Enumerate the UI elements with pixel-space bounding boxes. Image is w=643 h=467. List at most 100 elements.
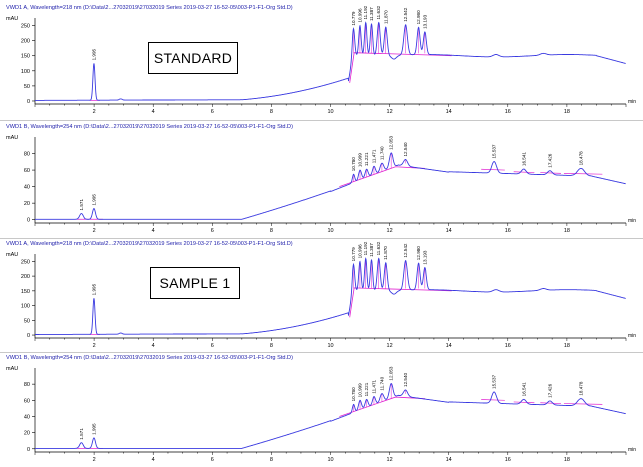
- x-tick-label: 10: [327, 228, 333, 234]
- y-tick-label: 50: [24, 84, 30, 90]
- integration-baseline: [540, 402, 562, 404]
- peak-label: 10.780: [351, 157, 356, 171]
- y-tick-label: 200: [21, 274, 30, 280]
- peak-label: 11.632: [376, 241, 381, 255]
- x-tick-label: 6: [211, 343, 214, 349]
- peak-label: 11.740: [379, 376, 384, 390]
- plot-area: mAU 0 50 100 150 200 250 2 4 6 8 10 12 14 16 18 min 1.995…: [6, 241, 636, 349]
- peak-label: 11.387: [369, 243, 374, 257]
- x-tick-label: 4: [152, 109, 155, 115]
- chromatogram-panel-2: VWD1 B, Wavelength=254 nm (D:\Data\2...2…: [2, 123, 640, 235]
- peak-label: 1.995: [91, 423, 96, 435]
- integration-baseline: [481, 168, 505, 171]
- integration-baseline: [349, 287, 452, 318]
- peak-label: 11.870: [383, 10, 388, 24]
- x-tick-label: 10: [327, 109, 333, 115]
- y-tick-label: 0: [27, 99, 30, 105]
- peak-label: 11.870: [383, 246, 388, 260]
- peak-label: 11.632: [376, 5, 381, 19]
- peak-label: 1.995: [91, 194, 96, 206]
- y-tick-label: 40: [24, 414, 30, 420]
- integration-baseline: [563, 173, 603, 175]
- chromatogram-trace: [35, 257, 626, 335]
- x-tick-label: 8: [270, 109, 273, 115]
- x-axis-label: min: [628, 333, 636, 339]
- chromatogram-panel-3: VWD1 A, Wavelength=218 nm (D:\Data\2...2…: [2, 240, 640, 350]
- peak-label: 12.980: [416, 10, 421, 24]
- chromatogram-panel-4: VWD1 B, Wavelength=254 nm (D:\Data\2...2…: [2, 354, 640, 464]
- chromatogram-panel-1: VWD1 A, Wavelength=218 nm (D:\Data\2...2…: [2, 4, 640, 116]
- peak-label: 17.426: [547, 153, 552, 167]
- peak-label: 13.193: [422, 14, 427, 28]
- x-tick-label: 18: [564, 343, 570, 349]
- x-tick-label: 16: [505, 457, 511, 463]
- x-tick-label: 14: [446, 228, 452, 234]
- peak-label: 1.995: [91, 48, 96, 60]
- panel-title: VWD1 A, Wavelength=218 nm (D:\Data\2...2…: [6, 5, 293, 11]
- peak-label: 15.537: [492, 374, 497, 388]
- integration-baseline: [563, 403, 603, 405]
- y-tick-label: 0: [27, 218, 30, 224]
- x-tick-label: 16: [505, 343, 511, 349]
- y-axis-label: mAU: [6, 252, 18, 258]
- integration-baseline: [513, 401, 535, 404]
- plot-area: mAU 0 20 40 60 80 2 4 6 8 10 12 14 16 18 min 1.571 1.995 1…: [6, 366, 636, 463]
- peak-label: 12.053: [389, 135, 394, 149]
- peak-label: 10.999: [358, 153, 363, 167]
- x-tick-label: 14: [446, 343, 452, 349]
- peak-label: 11.192: [363, 241, 368, 255]
- y-tick-label: 200: [21, 39, 30, 45]
- chromatogram-chart: mAU 0 50 100 150 200 250 2 4 6 8 10 12 14 16 18 min 1.995…: [6, 5, 636, 115]
- plot-area: mAU 0 50 100 150 200 250 2 4 6 8 10 12 14 16 18 min 1.995…: [6, 5, 636, 115]
- y-tick-label: 250: [21, 24, 30, 30]
- peak-label: 10.996: [357, 244, 362, 258]
- y-tick-label: 250: [21, 259, 30, 265]
- x-tick-label: 18: [564, 457, 570, 463]
- plot-area: mAU 0 20 40 60 80 2 4 6 8 10 12 14 16 18 min 1.571 1.995 1…: [6, 135, 636, 234]
- panel-separator: [0, 238, 643, 239]
- y-tick-label: 50: [24, 318, 30, 324]
- y-tick-label: 0: [27, 447, 30, 453]
- peak-label: 11.387: [369, 7, 374, 21]
- x-tick-label: 6: [211, 457, 214, 463]
- peak-label: 1.571: [79, 199, 84, 211]
- peak-label: 11.192: [363, 5, 368, 19]
- peak-label: 16.541: [521, 152, 526, 166]
- y-tick-label: 80: [24, 152, 30, 158]
- x-axis-label: min: [628, 447, 636, 453]
- peak-label: 15.537: [492, 144, 497, 158]
- peak-label: 12.980: [416, 246, 421, 260]
- y-tick-label: 60: [24, 398, 30, 404]
- peak-label: 18.478: [579, 151, 584, 165]
- y-tick-label: 40: [24, 185, 30, 191]
- x-tick-label: 6: [211, 109, 214, 115]
- x-tick-label: 16: [505, 109, 511, 115]
- x-tick-label: 2: [93, 457, 96, 463]
- chromatogram-trace: [35, 21, 626, 101]
- peak-label: 11.221: [364, 382, 369, 396]
- x-tick-label: 2: [93, 343, 96, 349]
- peak-label: 17.426: [547, 383, 552, 397]
- integration-baseline: [540, 172, 562, 174]
- y-tick-label: 20: [24, 201, 30, 207]
- chromatogram-trace: [35, 383, 626, 449]
- y-axis-label: mAU: [6, 135, 18, 141]
- y-tick-label: 0: [27, 333, 30, 339]
- chromatogram-chart: mAU 0 50 100 150 200 250 2 4 6 8 10 12 14 16 18 min 1.995…: [6, 241, 636, 349]
- peak-label: 12.542: [403, 243, 408, 257]
- peak-label: 11.221: [364, 152, 369, 166]
- x-tick-label: 18: [564, 228, 570, 234]
- x-tick-label: 12: [387, 228, 393, 234]
- peak-label: 12.540: [403, 142, 408, 156]
- x-tick-label: 12: [387, 343, 393, 349]
- x-tick-label: 12: [387, 109, 393, 115]
- panel-separator: [0, 352, 643, 353]
- y-axis-label: mAU: [6, 16, 18, 22]
- y-tick-label: 80: [24, 382, 30, 388]
- integration-baseline: [481, 399, 505, 401]
- x-tick-label: 8: [270, 343, 273, 349]
- x-tick-label: 8: [270, 457, 273, 463]
- x-tick-label: 18: [564, 109, 570, 115]
- peak-label: 10.996: [357, 8, 362, 22]
- x-tick-label: 6: [211, 228, 214, 234]
